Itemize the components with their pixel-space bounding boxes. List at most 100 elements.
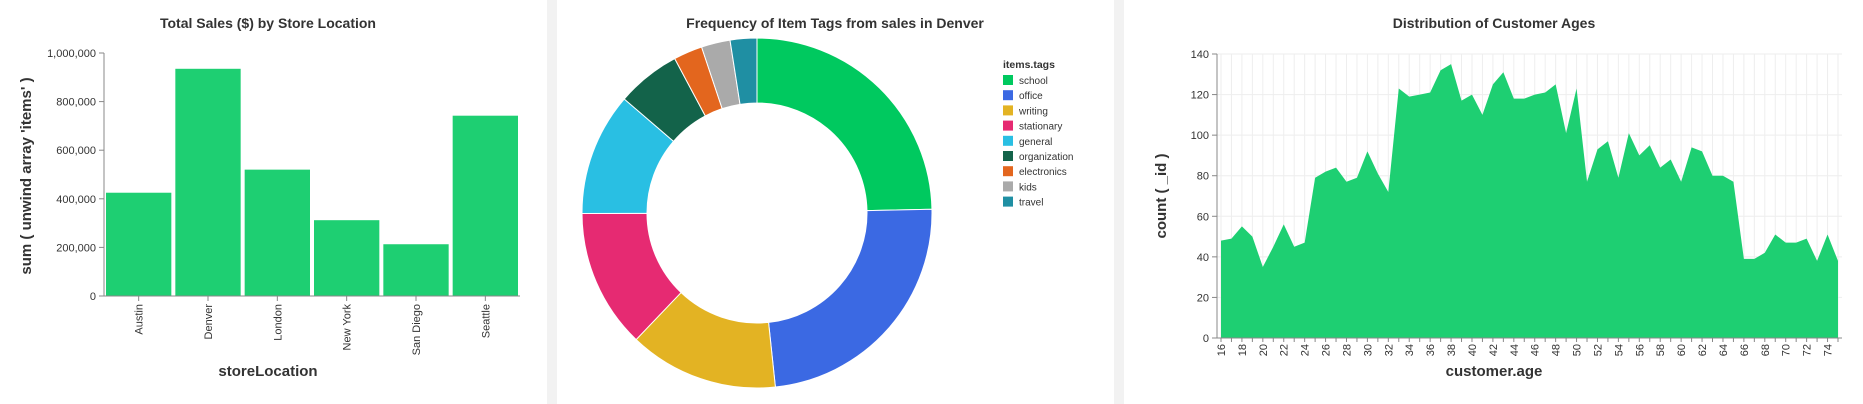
x-axis-title: customer.age [1446,363,1543,380]
legend-label: electronics [1019,167,1067,178]
legend-title: items.tags [1003,59,1055,71]
x-tick-label: 72 [1802,344,1814,356]
x-tick-label: 64 [1718,344,1730,356]
y-tick-label: 120 [1191,90,1209,102]
x-tick-label: 68 [1760,344,1772,356]
age-count-area[interactable] [1221,64,1838,339]
y-tick-label: 400,000 [56,194,96,206]
legend-item-school[interactable]: school [1003,75,1048,87]
x-tick-label: 58 [1655,344,1667,356]
x-tick-label: 16 [1216,344,1228,356]
x-tick-label: 28 [1341,344,1353,356]
y-tick-label: 1,000,000 [47,48,96,60]
legend-swatch [1003,75,1013,85]
slice-school[interactable] [756,37,933,212]
legend-label: writing [1018,106,1048,117]
sales-by-location-panel: Total Sales ($) by Store Location storeL… [0,0,547,404]
legend-item-general[interactable]: general [1003,135,1052,148]
x-tick-label: 52 [1592,344,1604,356]
y-tick-label: 200,000 [56,242,96,254]
y-tick-label: 80 [1197,171,1209,183]
x-tick-label: 74 [1823,344,1835,356]
bar-seattle[interactable] [452,115,518,296]
x-tick-label: Denver [203,304,215,340]
x-tick-label: Seattle [480,304,492,338]
legend-swatch [1003,135,1013,146]
legend-label: travel [1019,198,1043,209]
bar-denver[interactable] [175,68,241,296]
legend-swatch [1003,196,1013,207]
y-tick-label: 0 [1203,333,1209,345]
x-tick-label: Austin [134,304,146,335]
legend-label: office [1019,91,1043,102]
legend-swatch [1003,181,1013,192]
legend-item-travel[interactable]: travel [1003,196,1043,209]
x-tick-label: 38 [1446,344,1458,356]
bar-austin[interactable] [106,192,172,296]
slice-travel[interactable] [729,37,758,105]
legend-item-office[interactable]: office [1003,90,1043,102]
x-tick-label: 62 [1697,344,1709,356]
legend-swatch [1003,120,1013,131]
bar-new-york[interactable] [314,220,380,296]
legend-label: kids [1019,182,1037,193]
legend-item-electronics[interactable]: electronics [1003,166,1067,178]
chart-title: Frequency of Item Tags from sales in Den… [686,15,984,31]
legend-item-kids[interactable]: kids [1003,181,1037,193]
x-tick-label: 36 [1425,344,1437,356]
x-tick-label: 44 [1509,344,1521,356]
x-tick-label: 34 [1404,344,1416,356]
x-tick-label: 48 [1551,344,1563,356]
y-tick-label: 20 [1197,292,1209,304]
legend-label: school [1019,76,1048,87]
legend-swatch [1003,166,1013,177]
x-tick-label: New York [342,304,354,351]
legend-swatch [1003,151,1013,161]
y-tick-label: 100 [1191,130,1209,142]
y-tick-label: 60 [1197,211,1209,223]
bar-london[interactable] [244,169,310,296]
sales-by-location-chart: Total Sales ($) by Store Location storeL… [18,15,520,380]
x-tick-label: 20 [1258,344,1270,356]
x-tick-label: 40 [1467,344,1479,356]
x-tick-label: 46 [1530,344,1542,356]
legend-label: stationary [1019,122,1062,133]
x-tick-label: 30 [1362,344,1374,356]
customer-ages-panel: Distribution of Customer Ages customer.a… [1124,0,1863,404]
legend-label: organization [1019,152,1073,163]
x-tick-label: 54 [1613,344,1625,356]
slice-office[interactable] [768,208,933,388]
y-tick-label: 40 [1197,252,1209,264]
x-tick-label: 22 [1279,344,1291,356]
x-tick-label: 56 [1634,344,1646,356]
x-tick-label: 18 [1237,344,1249,356]
y-tick-label: 140 [1191,49,1209,61]
x-tick-label: London [272,304,284,341]
y-axis-title: count ( _id ) [1153,154,1170,239]
x-tick-label: 50 [1572,344,1584,356]
legend-item-organization[interactable]: organization [1003,151,1073,163]
legend-label: general [1019,137,1052,148]
chart-title: Total Sales ($) by Store Location [160,15,376,31]
y-tick-label: 600,000 [56,145,96,157]
legend-item-stationary[interactable]: stationary [1003,120,1062,133]
x-tick-label: 42 [1488,344,1500,356]
customer-ages-chart: Distribution of Customer Ages customer.a… [1153,15,1842,380]
item-tags-panel: Frequency of Item Tags from sales in Den… [557,0,1114,404]
y-tick-label: 0 [90,291,96,303]
y-axis-title: sum ( unwind array 'items' ) [18,77,35,274]
x-tick-label: 66 [1739,344,1751,356]
legend-swatch [1003,90,1013,101]
chart-title: Distribution of Customer Ages [1393,15,1596,31]
x-tick-label: 24 [1300,344,1312,356]
x-tick-label: 32 [1383,344,1395,356]
x-axis-title: storeLocation [218,363,317,380]
y-tick-label: 800,000 [56,97,96,109]
legend-item-writing[interactable]: writing [1003,105,1048,117]
x-tick-label: 70 [1781,344,1793,356]
x-tick-label: San Diego [411,304,423,355]
x-tick-label: 60 [1676,344,1688,356]
bar-san-diego[interactable] [383,244,449,296]
x-tick-label: 26 [1321,344,1333,356]
item-tags-chart: Frequency of Item Tags from sales in Den… [581,15,1073,389]
